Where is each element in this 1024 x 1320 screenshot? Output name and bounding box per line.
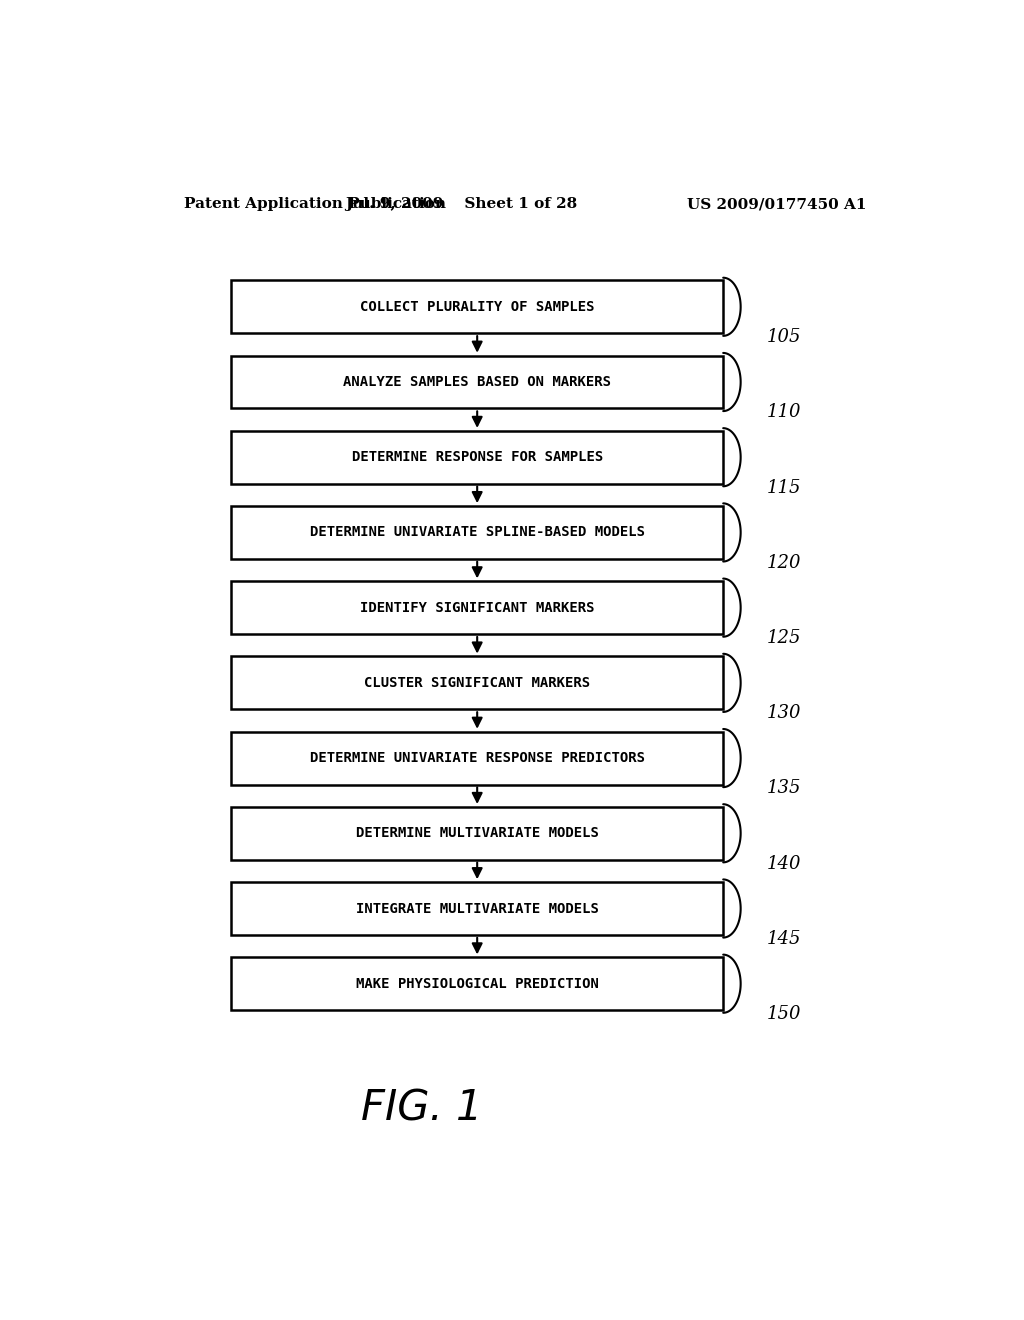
Text: US 2009/0177450 A1: US 2009/0177450 A1 xyxy=(686,197,866,211)
FancyBboxPatch shape xyxy=(231,280,723,333)
Text: 120: 120 xyxy=(767,554,802,572)
Text: 135: 135 xyxy=(767,779,802,797)
Text: COLLECT PLURALITY OF SAMPLES: COLLECT PLURALITY OF SAMPLES xyxy=(359,300,595,314)
Text: IDENTIFY SIGNIFICANT MARKERS: IDENTIFY SIGNIFICANT MARKERS xyxy=(359,601,595,615)
Text: 125: 125 xyxy=(767,630,802,647)
Text: 150: 150 xyxy=(767,1005,802,1023)
FancyBboxPatch shape xyxy=(231,656,723,709)
FancyBboxPatch shape xyxy=(231,807,723,859)
FancyBboxPatch shape xyxy=(231,957,723,1010)
Text: MAKE PHYSIOLOGICAL PREDICTION: MAKE PHYSIOLOGICAL PREDICTION xyxy=(355,977,599,991)
Text: 115: 115 xyxy=(767,479,802,496)
Text: 130: 130 xyxy=(767,704,802,722)
Text: 105: 105 xyxy=(767,329,802,346)
Text: 110: 110 xyxy=(767,404,802,421)
Text: DETERMINE MULTIVARIATE MODELS: DETERMINE MULTIVARIATE MODELS xyxy=(355,826,599,841)
Text: Patent Application Publication: Patent Application Publication xyxy=(183,197,445,211)
FancyBboxPatch shape xyxy=(231,882,723,935)
FancyBboxPatch shape xyxy=(231,355,723,408)
Text: Jul. 9, 2009    Sheet 1 of 28: Jul. 9, 2009 Sheet 1 of 28 xyxy=(345,197,578,211)
FancyBboxPatch shape xyxy=(231,430,723,483)
Text: DETERMINE UNIVARIATE SPLINE-BASED MODELS: DETERMINE UNIVARIATE SPLINE-BASED MODELS xyxy=(309,525,645,540)
Text: DETERMINE UNIVARIATE RESPONSE PREDICTORS: DETERMINE UNIVARIATE RESPONSE PREDICTORS xyxy=(309,751,645,766)
Text: CLUSTER SIGNIFICANT MARKERS: CLUSTER SIGNIFICANT MARKERS xyxy=(365,676,590,690)
Text: 145: 145 xyxy=(767,929,802,948)
FancyBboxPatch shape xyxy=(231,731,723,784)
Text: FIG. 1: FIG. 1 xyxy=(360,1088,482,1130)
Text: INTEGRATE MULTIVARIATE MODELS: INTEGRATE MULTIVARIATE MODELS xyxy=(355,902,599,916)
Text: ANALYZE SAMPLES BASED ON MARKERS: ANALYZE SAMPLES BASED ON MARKERS xyxy=(343,375,611,389)
FancyBboxPatch shape xyxy=(231,581,723,634)
Text: DETERMINE RESPONSE FOR SAMPLES: DETERMINE RESPONSE FOR SAMPLES xyxy=(351,450,603,465)
Text: 140: 140 xyxy=(767,854,802,873)
FancyBboxPatch shape xyxy=(231,506,723,558)
